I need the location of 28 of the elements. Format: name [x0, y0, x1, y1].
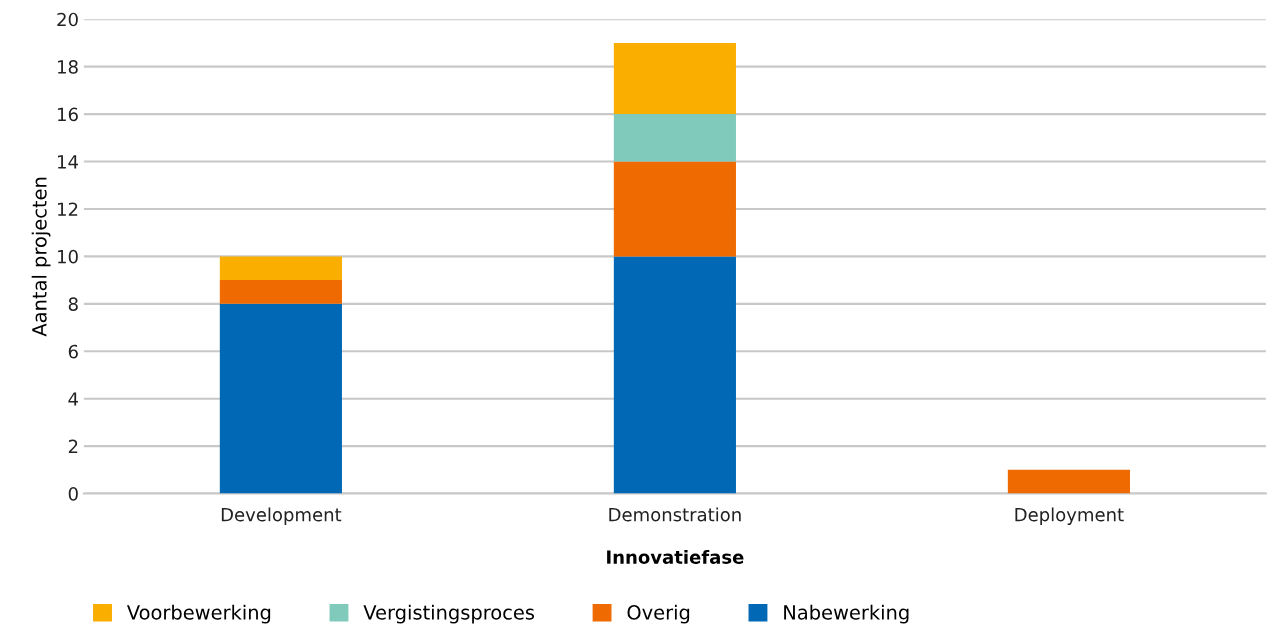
bar [613, 114, 736, 162]
bar [613, 42, 736, 115]
legend-label: Vergistingsproces [363, 604, 535, 624]
y-axis-title: Aantal projecten [31, 177, 51, 337]
x-tick-label: Demonstration [609, 507, 741, 522]
y-tick-label: 8 [68, 297, 78, 311]
y-tick-label: 2 [68, 439, 78, 453]
y-tick-label: 0 [68, 487, 78, 501]
y-tick-label: 16 [58, 107, 78, 122]
legend-label: Voorbewerking [126, 604, 271, 624]
y-tick-label: 18 [58, 60, 78, 74]
bar [219, 280, 342, 304]
legend-label: Nabewerking [784, 604, 909, 624]
bar [613, 256, 736, 494]
y-tick-label: 10 [58, 249, 78, 264]
legend-label: Overig [627, 604, 690, 624]
y-tick-label: 4 [68, 392, 79, 406]
bar [1007, 469, 1130, 494]
y-tick-label: 20 [57, 12, 78, 27]
bar [219, 256, 342, 281]
y-tick-label: 6 [68, 344, 78, 359]
x-tick-label: Deployment [1015, 507, 1124, 525]
y-tick-label: 12 [58, 202, 78, 216]
bar [613, 161, 736, 257]
bar [219, 303, 342, 494]
y-tick-label: 14 [58, 155, 79, 169]
x-axis-title: Innovatiefase [607, 549, 744, 564]
x-tick-label: Development [221, 507, 342, 525]
